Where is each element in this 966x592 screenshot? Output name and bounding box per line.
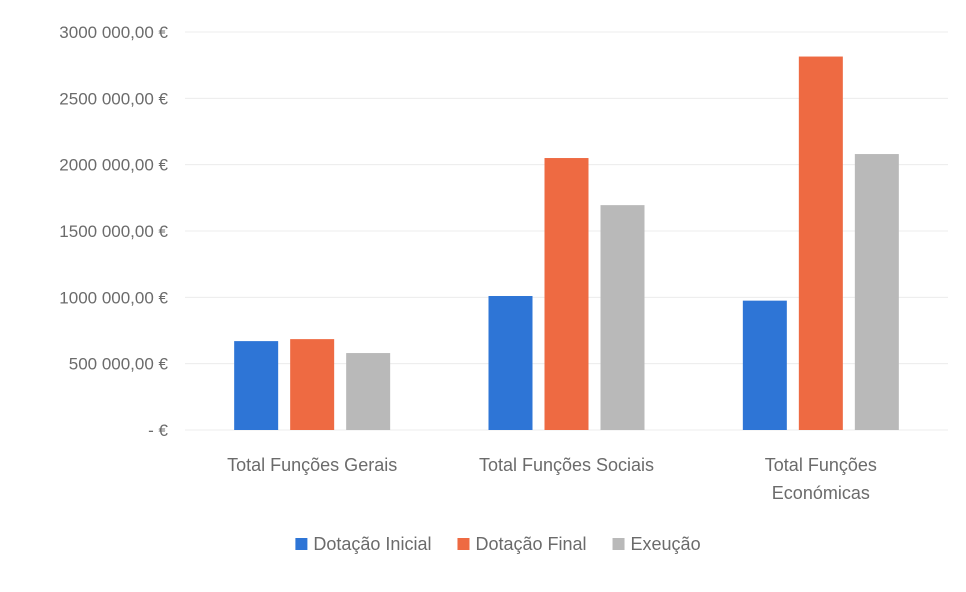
legend-swatch-1	[295, 538, 308, 550]
legend-label: Exeução	[631, 534, 701, 554]
x-tick-label: Económicas	[772, 483, 870, 503]
bar-1-cat-3	[742, 300, 787, 430]
bar-2-cat-1	[290, 339, 335, 430]
bar-3-cat-1	[346, 353, 391, 430]
legend-swatch-2	[457, 538, 470, 550]
bar-2-cat-2	[544, 158, 589, 431]
x-tick-label: Total Funções	[765, 455, 877, 475]
legend: Dotação Inicial Dotação Final Exeução	[295, 534, 701, 554]
y-tick-label: 1000 000,00 €	[59, 288, 168, 307]
bar-2-cat-3	[798, 56, 843, 430]
bar-1-cat-2	[488, 296, 533, 430]
y-tick-label: - €	[148, 421, 168, 440]
y-tick-label: 3000 000,00 €	[59, 23, 168, 42]
x-axis-category-labels: Total Funções Gerais Total Funções Sociai…	[227, 455, 877, 503]
bar-1-cat-1	[234, 341, 279, 430]
bar-3-cat-3	[854, 154, 899, 430]
bars	[234, 56, 899, 431]
y-tick-label: 2000 000,00 €	[59, 156, 168, 175]
bar-3-cat-2	[600, 205, 645, 430]
legend-swatch-3	[612, 538, 625, 550]
y-axis-tick-labels: 3000 000,00 € 2500 000,00 € 2000 000,00 € 1…	[59, 23, 168, 440]
legend-label: Dotação Inicial	[313, 534, 431, 554]
x-tick-label: Total Funções Sociais	[479, 455, 654, 475]
legend-label: Dotação Final	[475, 534, 586, 554]
x-tick-label: Total Funções Gerais	[227, 455, 397, 475]
y-tick-label: 1500 000,00 €	[59, 222, 168, 241]
y-tick-label: 500 000,00 €	[69, 355, 169, 374]
y-tick-label: 2500 000,00 €	[59, 89, 168, 108]
